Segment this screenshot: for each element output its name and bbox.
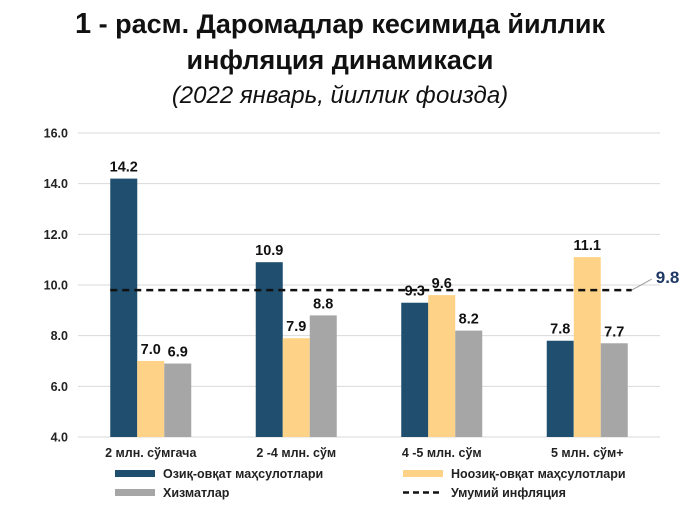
y-tick-label: 6.0 [51,380,68,394]
bar [600,343,628,437]
y-tick-label: 14.0 [44,177,68,191]
x-tick-label: 2 млн. сўмгача [105,446,197,460]
data-label: 10.9 [255,243,283,259]
data-label: 9.3 [405,284,425,300]
bar [455,330,483,437]
chart-subtitle: (2022 январь, йиллик фоизда) [171,82,509,109]
bar [401,302,429,437]
bar [255,262,283,437]
y-tick-label: 8.0 [51,329,68,343]
legend-swatch [403,470,443,477]
figure-number: 1 [74,8,92,40]
data-label: 6.9 [168,345,188,361]
bar [546,340,574,437]
bar [110,178,138,437]
reference-value-label: 9.8 [656,268,680,287]
bar [164,363,192,437]
bar [309,315,337,437]
data-label: 7.7 [604,324,624,340]
y-tick-label: 4.0 [51,431,68,445]
y-tick-label: 16.0 [44,127,68,141]
reference-leader-line [631,278,652,291]
data-label: 9.6 [432,276,452,292]
legend-label: Озиқ-овқат маҳсулотлари [163,467,323,481]
y-tick-label: 12.0 [44,228,68,242]
bar [428,295,456,437]
data-label: 8.2 [459,312,479,328]
bar [282,338,310,437]
data-label: 7.8 [550,322,570,338]
legend-swatch [115,489,155,496]
legend-label: Умумий инфляция [451,486,566,500]
chart-title: 1 - расм. Даромадлар кесимида йиллик инф… [0,6,680,78]
x-tick-label: 4 -5 млн. сўм [402,446,482,460]
y-tick-label: 10.0 [44,279,68,293]
x-tick-label: 2 -4 млн. сўм [256,446,336,460]
bar [137,361,165,437]
title-line1: - расм. Даромадлар кесимида йиллик [91,9,606,39]
data-label: 11.1 [574,238,601,254]
title-line2: инфляция динамикаси [186,45,494,75]
x-tick-label: 5 млн. сўм+ [551,446,624,460]
data-label: 7.0 [141,342,161,358]
data-label: 8.8 [313,296,333,312]
legend-swatch [115,470,155,477]
legend-label: Хизматлар [163,486,230,500]
data-label: 7.9 [286,319,306,335]
legend-label: Ноозиқ-овқат маҳсулотлари [451,467,626,481]
data-label: 14.2 [110,160,138,176]
bar [573,257,601,437]
